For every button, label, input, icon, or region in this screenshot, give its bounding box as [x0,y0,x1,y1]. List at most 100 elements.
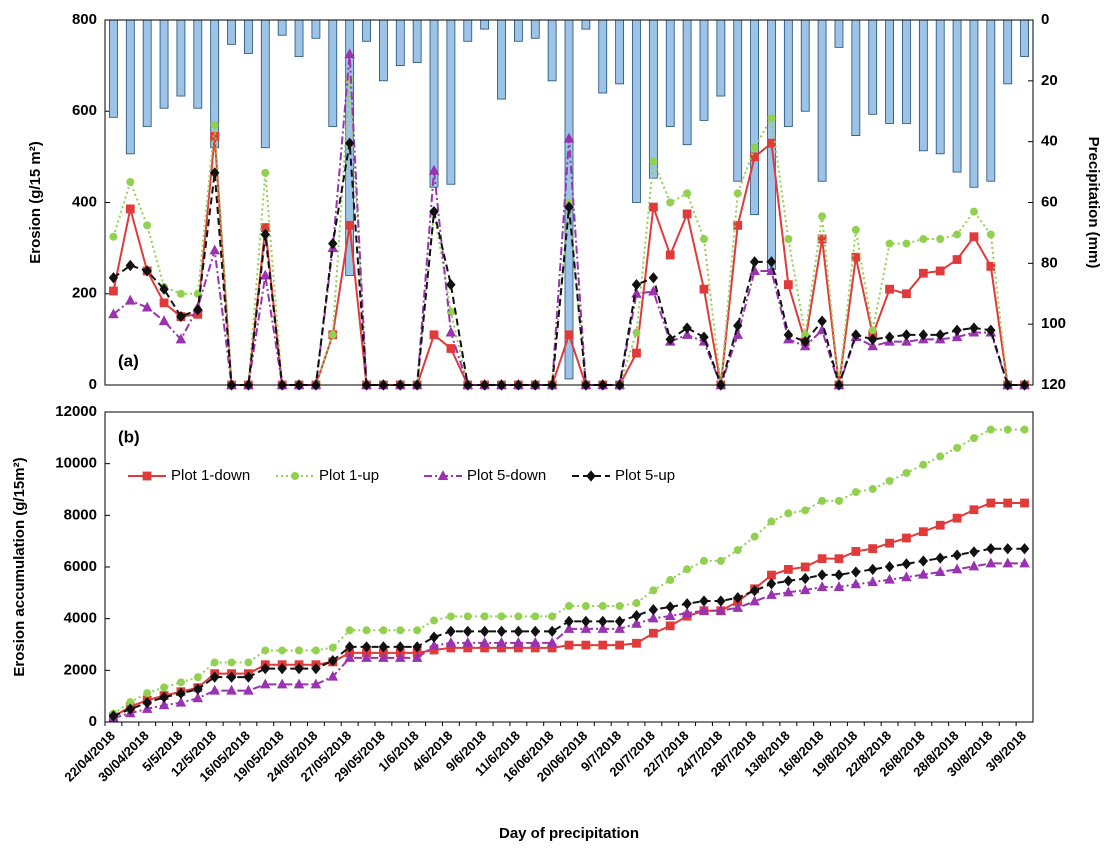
y-tick-label: 800 [72,11,97,28]
marker [885,476,894,485]
marker [817,569,827,581]
marker [767,114,776,123]
marker [969,434,978,443]
marker [699,595,709,607]
marker [818,496,827,505]
plot-frame [104,19,1034,386]
marker [951,331,963,342]
marker [868,544,878,554]
precipitation-bar [227,19,236,45]
precipitation-bar [362,19,371,42]
marker [260,678,271,689]
precipitation-bar [142,19,152,127]
marker [716,595,726,607]
marker [395,641,405,653]
marker [648,603,659,616]
precipitation-bar [817,19,827,182]
y2-tick-label: 0 [1041,11,1049,28]
y-tick-label: 2000 [64,661,97,678]
x-axis-title: Day of precipitation [499,825,639,842]
marker [952,513,962,523]
precipitation-bar [497,19,506,100]
marker [176,289,185,298]
marker [919,460,928,469]
marker [327,670,339,681]
y2-axis-title: Precipitation (mm) [1085,137,1102,269]
marker [226,684,237,695]
marker [581,640,591,650]
precipitation-bar [716,19,726,97]
marker [816,581,828,592]
marker [683,189,692,198]
marker [733,189,742,198]
y-tick-label: 4000 [64,610,97,627]
marker [564,201,574,213]
marker [935,266,945,276]
marker [615,640,625,650]
marker [209,671,220,683]
precipitation-bar [615,19,625,85]
marker [598,602,607,611]
marker [513,625,524,638]
marker [766,256,777,268]
marker [1002,543,1013,555]
marker [260,662,271,675]
marker [800,562,810,572]
marker [192,692,204,703]
marker [918,329,929,341]
marker [362,626,371,635]
marker [750,143,759,152]
y-tick-label: 8000 [64,506,97,523]
marker [801,506,810,515]
precipitation-bar [446,19,456,185]
marker [766,578,777,590]
precipitation-bar [328,19,338,127]
legend-label: Plot 1-down [171,467,250,484]
marker [226,671,237,683]
marker [969,232,979,242]
marker [851,488,860,497]
marker [344,652,355,662]
marker [800,336,810,348]
marker [1019,557,1030,568]
marker [733,546,742,555]
marker [328,654,338,667]
marker [614,623,625,633]
precipitation-bar [395,19,405,67]
precipitation-bar [463,19,473,42]
marker [648,202,658,212]
precipitation-bar [935,19,945,155]
marker [429,206,439,218]
marker [276,678,288,689]
marker [699,331,709,343]
marker [396,626,405,635]
marker [446,344,456,353]
marker [446,279,456,291]
marker [125,294,136,305]
marker [902,533,911,543]
marker [193,304,203,316]
legend-label: Plot 5-up [615,467,675,484]
marker [936,452,945,461]
marker [733,320,743,332]
marker [818,212,827,221]
marker [243,684,254,695]
marker [1002,557,1013,568]
marker [193,289,202,298]
marker [580,623,592,633]
marker [1020,498,1029,508]
precipitation-bar [969,19,979,188]
marker [749,256,760,268]
marker [513,636,524,647]
precipitation-bar [378,19,388,82]
marker [969,546,979,558]
marker [632,599,641,608]
marker [311,646,320,655]
marker [413,626,422,635]
precipitation-bar [1020,19,1029,57]
marker [783,280,793,290]
marker [615,602,624,611]
marker [901,329,912,341]
precipitation-bar [176,19,186,97]
